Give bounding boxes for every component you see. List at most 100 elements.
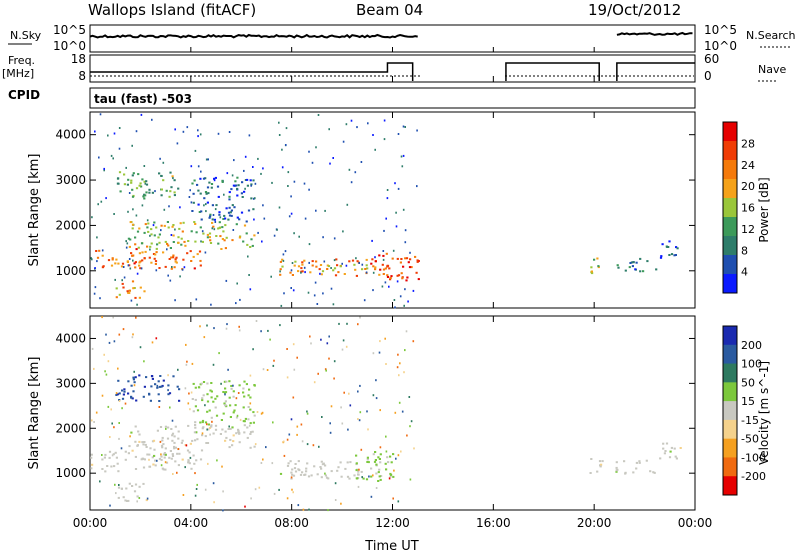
- echo-cell: [192, 192, 195, 195]
- echo-cell: [253, 234, 256, 237]
- echo-speckle: [308, 261, 310, 264]
- echo-cell: [330, 470, 333, 473]
- echo-speckle: [333, 237, 336, 240]
- echo-cell: [379, 478, 382, 481]
- echo-speckle: [163, 208, 166, 211]
- echo-cell: [205, 442, 208, 444]
- echo-cell: [141, 441, 144, 444]
- echo-cell: [665, 442, 669, 445]
- echo-speckle: [302, 508, 305, 511]
- echo-speckle: [321, 416, 323, 418]
- echo-cell: [231, 444, 234, 447]
- echo-cell: [197, 189, 200, 192]
- echo-cell: [241, 181, 244, 184]
- echo-cell: [676, 247, 679, 250]
- echo-cell: [378, 475, 381, 478]
- echo-cell: [101, 458, 104, 461]
- echo-cell: [334, 274, 338, 277]
- echo-speckle: [273, 492, 276, 495]
- echo-cell: [366, 267, 369, 270]
- echo-speckle: [413, 447, 415, 450]
- echo-cell: [204, 421, 208, 424]
- echo-cell: [304, 473, 307, 476]
- echo-cell: [173, 445, 176, 448]
- echo-speckle: [315, 209, 317, 212]
- echo-cell: [148, 453, 151, 456]
- echo-cell: [117, 262, 120, 265]
- echo-cell: [173, 266, 176, 269]
- echo-speckle: [395, 211, 397, 214]
- echo-cell: [116, 462, 119, 465]
- echo-cell: [158, 457, 161, 460]
- echo-cell: [615, 461, 618, 464]
- echo-cell: [281, 258, 284, 261]
- echo-speckle: [350, 181, 353, 184]
- echo-cell: [206, 236, 209, 239]
- echo-speckle: [357, 323, 359, 326]
- echo-cell: [233, 409, 236, 412]
- echo-cell: [230, 214, 233, 217]
- echo-cell: [101, 468, 104, 470]
- echo-cell: [279, 273, 282, 276]
- echo-cell: [231, 426, 234, 429]
- nave-tick-bottom: 0: [704, 69, 712, 83]
- echo-speckle: [211, 227, 214, 230]
- echo-speckle: [99, 113, 102, 116]
- echo-cell: [224, 430, 227, 433]
- echo-speckle: [121, 279, 123, 282]
- echo-cell: [210, 425, 213, 428]
- echo-speckle: [412, 340, 415, 343]
- echo-cell: [130, 181, 133, 184]
- echo-cell: [154, 459, 157, 462]
- echo-speckle: [129, 267, 132, 270]
- echo-cell: [409, 258, 412, 261]
- echo-cell: [119, 190, 122, 193]
- echo-cell: [229, 416, 232, 418]
- echo-cell: [228, 446, 231, 449]
- echo-speckle: [404, 229, 407, 232]
- echo-cell: [417, 278, 420, 281]
- echo-cell: [214, 428, 218, 431]
- echo-cell: [154, 383, 157, 386]
- echo-cell: [366, 461, 369, 463]
- echo-cell: [378, 468, 381, 471]
- echo-cell: [664, 450, 667, 452]
- echo-cell: [225, 236, 228, 239]
- echo-speckle: [406, 434, 408, 437]
- echo-cell: [617, 266, 620, 269]
- nsky-trace: [89, 33, 418, 39]
- echo-cell: [143, 290, 146, 293]
- echo-speckle: [402, 125, 405, 128]
- station-title: Wallops Island (fitACF): [88, 1, 256, 19]
- echo-cell: [206, 186, 210, 189]
- echo-cell: [217, 227, 220, 230]
- echo-speckle: [293, 232, 295, 235]
- echo-speckle: [267, 329, 269, 332]
- echo-cell: [227, 428, 230, 430]
- echo-cell: [148, 188, 151, 191]
- echo-cell: [195, 459, 198, 462]
- echo-cell: [164, 265, 167, 268]
- echo-cell: [616, 264, 619, 267]
- echo-speckle: [177, 448, 180, 450]
- echo-cell: [158, 400, 161, 402]
- echo-cell: [320, 460, 323, 463]
- echo-cell: [157, 393, 160, 396]
- echo-cell: [630, 261, 633, 264]
- echo-cell: [196, 409, 200, 412]
- echo-speckle: [284, 250, 287, 253]
- echo-speckle: [238, 329, 241, 332]
- echo-cell: [192, 201, 195, 204]
- echo-speckle: [288, 215, 291, 218]
- nsky-tick-top: 10^5: [53, 23, 86, 37]
- echo-cell: [191, 182, 194, 185]
- echo-speckle: [233, 159, 235, 162]
- echo-speckle: [205, 203, 207, 206]
- echo-cell: [151, 191, 154, 194]
- echo-cell: [645, 459, 648, 462]
- colorbar-segment: [723, 419, 737, 440]
- echo-cell: [235, 223, 238, 226]
- echo-cell: [142, 195, 145, 198]
- echo-cell: [192, 410, 195, 413]
